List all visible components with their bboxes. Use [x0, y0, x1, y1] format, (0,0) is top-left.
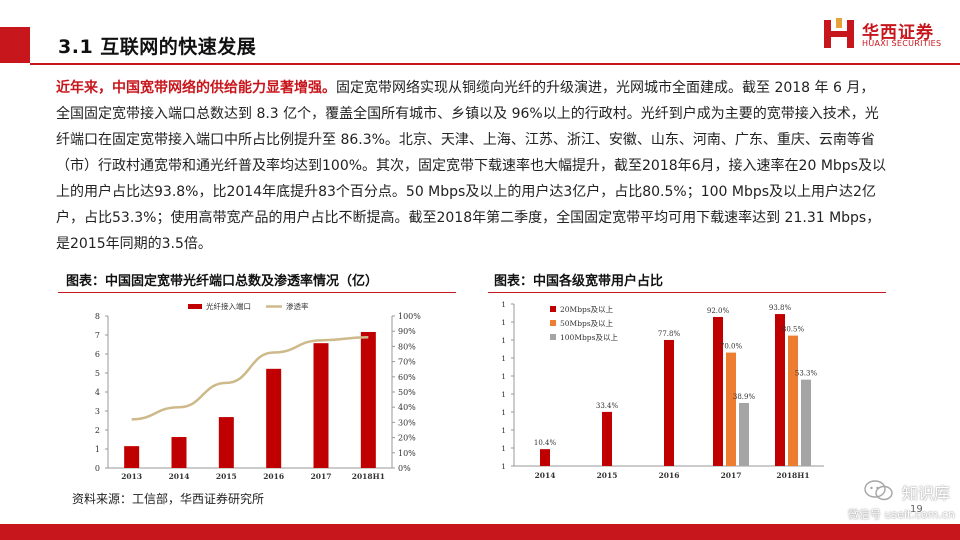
- watermark-subtitle: 微信号 useit.com.cn: [848, 508, 955, 521]
- left-figure-rule: [58, 292, 456, 293]
- speed-tier-bar: [540, 449, 550, 466]
- data-label: 77.8%: [658, 330, 681, 338]
- huaxi-logo-icon: [824, 18, 854, 48]
- legend-label-penetration: 渗透率: [286, 301, 309, 311]
- y-axis-tick-label: 1: [501, 354, 506, 363]
- right-axis-tick-label: 70%: [398, 358, 416, 367]
- source-note: 资料来源：工信部，华西证券研究所: [72, 492, 265, 506]
- watermark: 知识库 微信号 useit.com.cn: [846, 478, 960, 522]
- y-axis-tick-label: 1: [501, 318, 506, 327]
- speed-tier-bar: [788, 335, 798, 466]
- y-axis-tick-label: 1: [501, 444, 506, 453]
- logo-name-en: HUAXI SECURITIES: [862, 39, 942, 48]
- wechat-icon: [864, 480, 893, 501]
- x-axis-tick-label: 2015: [216, 472, 237, 481]
- x-axis-tick-label: 2014: [169, 472, 190, 481]
- x-axis-tick-label: 2018H1: [352, 472, 385, 481]
- data-label: 33.4%: [596, 402, 619, 410]
- right-axis-tick-label: 50%: [398, 388, 416, 397]
- left-axis-tick-label: 8: [95, 312, 100, 321]
- speed-tier-bar: [726, 352, 736, 466]
- y-axis-tick-label: 1: [501, 408, 506, 417]
- y-axis-tick-label: 1: [501, 336, 506, 345]
- legend-swatch-fiber-ports: [188, 304, 202, 309]
- body-lead: 近年来，中国宽带网络的供给能力显著增强。: [56, 80, 336, 96]
- right-axis-tick-label: 40%: [398, 403, 416, 412]
- left-axis-tick-label: 7: [95, 331, 100, 340]
- y-axis-tick-label: 1: [501, 462, 506, 471]
- body-paragraph: 近年来，中国宽带网络的供给能力显著增强。固定宽带网络实现从铜缆向光纤的升级演进，…: [56, 75, 886, 257]
- data-label: 80.5%: [782, 326, 805, 334]
- x-axis-tick-label: 2018H1: [776, 471, 809, 480]
- fiber-port-bar: [171, 437, 187, 468]
- left-axis-tick-label: 1: [95, 445, 100, 454]
- right-axis-tick-label: 20%: [398, 434, 416, 443]
- x-axis-tick-label: 2016: [659, 471, 680, 480]
- right-figure-rule: [488, 292, 886, 293]
- logo-name-cn: 华西证券: [862, 23, 934, 43]
- title-accent-bar: [0, 27, 30, 63]
- title-divider: [30, 63, 960, 65]
- legend-label-fiber-ports: 光纤接入端口: [206, 301, 251, 311]
- y-axis-tick-label: 1: [501, 390, 506, 399]
- right-axis-tick-label: 90%: [398, 327, 416, 336]
- right-axis-tick-label: 100%: [398, 312, 421, 321]
- data-label: 93.8%: [769, 304, 792, 312]
- y-axis-tick-label: 1: [501, 300, 506, 309]
- data-label: 38.9%: [733, 393, 756, 401]
- left-axis-tick-label: 6: [95, 350, 100, 359]
- y-axis-tick-label: 1: [501, 372, 506, 381]
- left-figure-title: 图表：中国固定宽带光纤端口总数及渗透率情况（亿）: [66, 274, 379, 289]
- footer-bar: [0, 524, 960, 540]
- right-axis-tick-label: 0%: [398, 464, 411, 473]
- y-axis-tick-label: 1: [501, 426, 506, 435]
- speed-tier-bar: [739, 402, 749, 466]
- left-axis-tick-label: 0: [95, 464, 100, 473]
- fiber-port-bar: [360, 331, 376, 468]
- speed-tier-bar: [801, 379, 811, 466]
- company-logo: 华西证券 HUAXI SECURITIES: [822, 16, 947, 56]
- data-label: 92.0%: [707, 307, 730, 315]
- data-label: 10.4%: [534, 439, 557, 447]
- body-text: 固定宽带网络实现从铜缆向光纤的升级演进，光网城市全面建成。截至 2018 年 6…: [56, 80, 886, 252]
- right-figure-title: 图表：中国各级宽带用户占比: [494, 274, 664, 289]
- left-axis-tick-label: 5: [95, 369, 100, 378]
- x-axis-tick-label: 2017: [311, 472, 332, 481]
- fiber-ports-chart: 0123456780%10%20%30%40%50%60%70%80%90%10…: [95, 301, 421, 481]
- data-label: 53.3%: [795, 370, 818, 378]
- x-axis-tick-label: 2013: [121, 472, 142, 481]
- legend-label: 50Mbps及以上: [560, 319, 614, 328]
- legend-swatch: [550, 320, 556, 326]
- legend-swatch: [550, 334, 556, 340]
- data-label: 70.0%: [720, 343, 743, 351]
- x-axis-tick-label: 2016: [263, 472, 284, 481]
- page-title: 3.1 互联网的快速发展: [58, 36, 257, 58]
- right-axis-tick-label: 10%: [398, 449, 416, 458]
- right-axis-tick-label: 60%: [398, 373, 416, 382]
- legend-label: 100Mbps及以上: [560, 333, 618, 342]
- fiber-port-bar: [218, 417, 234, 468]
- fiber-port-bar: [124, 446, 140, 468]
- right-axis-tick-label: 80%: [398, 342, 416, 351]
- speed-tier-bar: [713, 316, 723, 466]
- legend-label: 20Mbps及以上: [560, 305, 614, 314]
- broadband-speed-chart: 1 1 1 1 1 1 1 1 1 1 10.4% 2014 33.4% 2015 77.8% 2016 92.…: [501, 300, 824, 480]
- left-axis-tick-label: 3: [95, 407, 100, 416]
- right-axis-tick-label: 30%: [398, 418, 416, 427]
- x-axis-tick-label: 2014: [535, 471, 556, 480]
- legend-swatch: [550, 306, 556, 312]
- penetration-rate-line: [131, 336, 369, 421]
- speed-tier-bar: [775, 314, 785, 466]
- left-axis-tick-label: 4: [95, 388, 100, 397]
- speed-tier-bar: [602, 411, 612, 466]
- speed-tier-bar: [664, 339, 674, 466]
- fiber-port-bar: [313, 343, 329, 468]
- x-axis-tick-label: 2015: [597, 471, 618, 480]
- watermark-title: 知识库: [902, 484, 951, 503]
- left-axis-tick-label: 2: [95, 426, 100, 435]
- page-number: 19: [910, 504, 923, 515]
- x-axis-tick-label: 2017: [721, 471, 742, 480]
- fiber-port-bar: [266, 368, 282, 468]
